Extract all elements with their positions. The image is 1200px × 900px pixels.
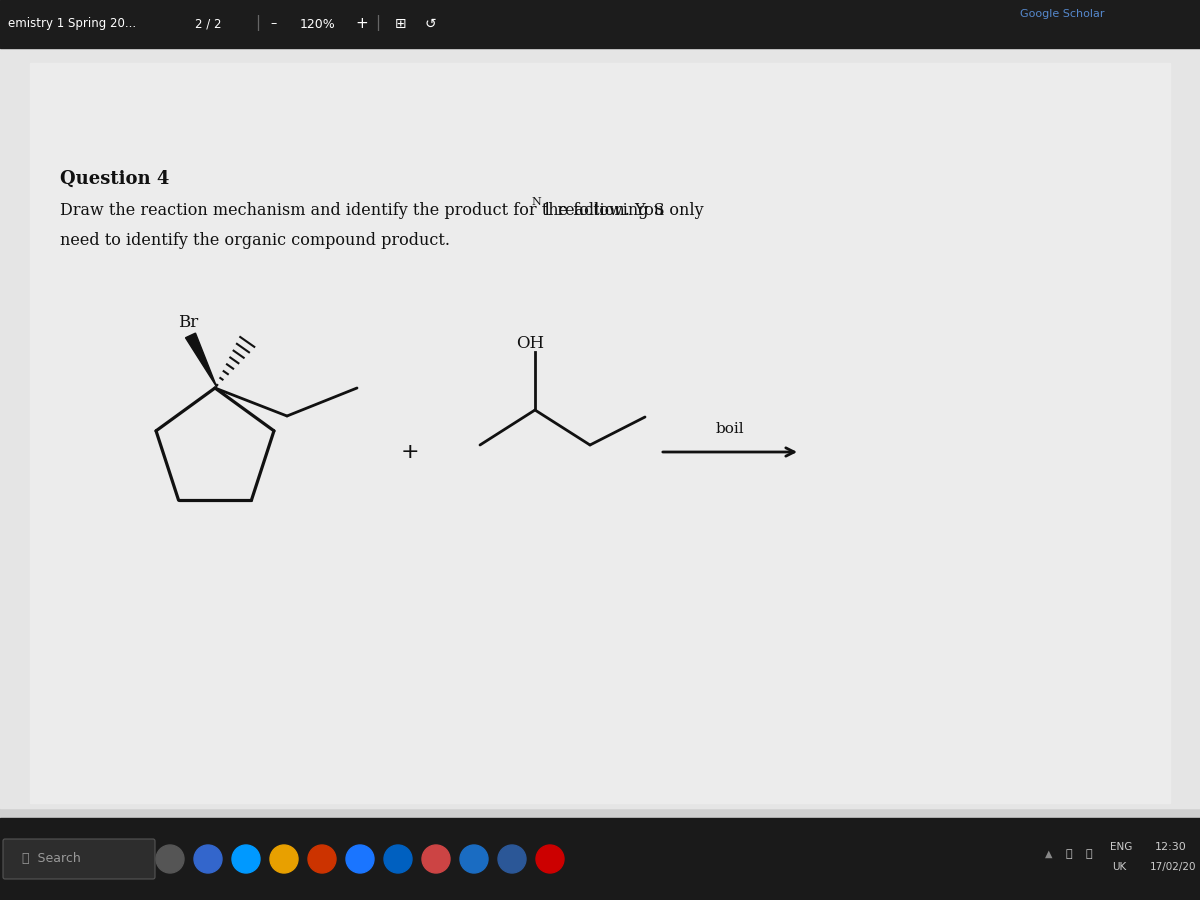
Bar: [0, 0, 1200, 48]
Text: 17/02/20: 17/02/20: [1150, 862, 1196, 872]
Text: need to identify the organic compound product.: need to identify the organic compound pr…: [60, 232, 450, 249]
Circle shape: [156, 845, 184, 873]
Circle shape: [346, 845, 374, 873]
Text: boil: boil: [715, 422, 744, 436]
Bar: [0, 48, 1200, 808]
Text: 🔊: 🔊: [1066, 849, 1072, 859]
Text: 12:30: 12:30: [1154, 842, 1187, 852]
Circle shape: [384, 845, 412, 873]
Circle shape: [194, 845, 222, 873]
Circle shape: [422, 845, 450, 873]
Text: |: |: [374, 15, 380, 31]
Text: Question 4: Question 4: [60, 170, 169, 188]
Circle shape: [460, 845, 488, 873]
FancyBboxPatch shape: [2, 839, 155, 879]
Bar: [0, 48, 1200, 818]
Text: emistry 1 Spring 20...: emistry 1 Spring 20...: [8, 17, 136, 31]
Text: –: –: [270, 17, 276, 31]
Text: |: |: [256, 15, 260, 31]
Text: Google Scholar: Google Scholar: [1020, 9, 1104, 19]
Text: +: +: [401, 442, 419, 462]
Text: OH: OH: [516, 335, 544, 352]
Text: ↺: ↺: [425, 17, 437, 31]
Circle shape: [536, 845, 564, 873]
Text: 💻: 💻: [1085, 849, 1092, 859]
Circle shape: [308, 845, 336, 873]
Circle shape: [270, 845, 298, 873]
Bar: [0, 818, 1200, 900]
Text: ENG: ENG: [1110, 842, 1133, 852]
Text: 🔍  Search: 🔍 Search: [22, 852, 80, 866]
Text: UK: UK: [1112, 862, 1127, 872]
Text: Br: Br: [179, 314, 199, 331]
Polygon shape: [186, 333, 217, 387]
Text: +: +: [355, 16, 367, 32]
Text: ▲: ▲: [1045, 849, 1052, 859]
Text: 1 reaction. You only: 1 reaction. You only: [541, 202, 703, 219]
Bar: [30, 63, 1170, 803]
Circle shape: [498, 845, 526, 873]
Text: N: N: [532, 197, 541, 207]
Text: Draw the reaction mechanism and identify the product for the following S: Draw the reaction mechanism and identify…: [60, 202, 665, 219]
Text: ⊞: ⊞: [395, 17, 407, 31]
Text: 2 / 2: 2 / 2: [194, 17, 222, 31]
Circle shape: [232, 845, 260, 873]
Text: 120%: 120%: [300, 17, 336, 31]
